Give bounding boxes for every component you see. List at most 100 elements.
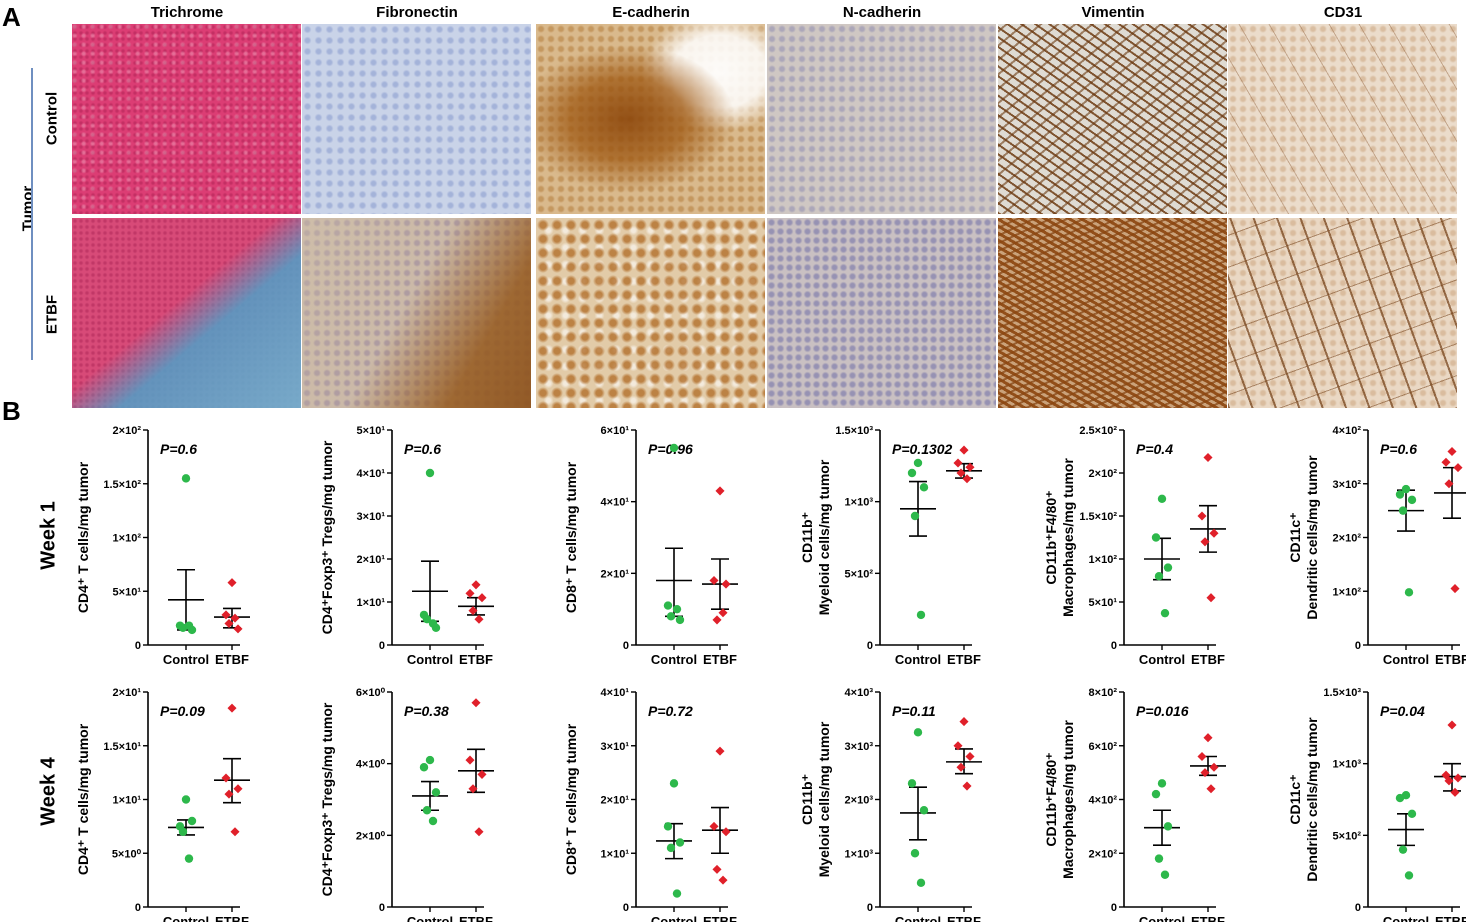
chart-1-2: 0 1×10¹ 2×10¹ 3×10¹ 4×10¹ 5×10¹ Control ETBF CD4… — [319, 425, 494, 667]
data-point-etbf — [471, 698, 481, 708]
data-point-etbf — [718, 875, 728, 885]
y-tick-label: 4×10¹ — [601, 497, 630, 509]
data-point-control — [675, 615, 685, 625]
data-point-etbf — [1197, 751, 1207, 762]
data-point-etbf — [1444, 479, 1454, 489]
data-point-etbf — [474, 614, 484, 624]
y-tick-label: 4×10⁰ — [356, 759, 386, 771]
y-tick-label: 1×10¹ — [601, 848, 630, 860]
histology-image-etbf-vimentin — [998, 218, 1227, 408]
chart-1-5: 0 5×10¹ 1×10² 1.5×10² 2×10² 2.5×10² Control ETB… — [1043, 425, 1226, 667]
data-point-etbf — [1200, 537, 1210, 547]
data-point-control — [1151, 533, 1161, 542]
chart-1-4: 0 5×10² 1×10³ 1.5×10³ Control ETBF CD11b⁺ Myelo… — [799, 425, 982, 667]
p-value-label: P=0.04 — [1380, 703, 1425, 719]
y-tick-label: 1×10² — [1089, 554, 1118, 566]
data-point-etbf — [221, 610, 231, 620]
data-point-etbf — [962, 781, 972, 791]
y-tick-label: 2×10⁰ — [356, 830, 386, 842]
chart-1-6: 0 1×10² 2×10² 3×10² 4×10² Control ETBF CD11c⁺ De… — [1287, 425, 1466, 667]
data-point-control — [1407, 809, 1417, 819]
x-tick-label: ETBF — [703, 652, 737, 667]
data-point-etbf — [233, 624, 243, 634]
panel-b-letter: B — [2, 396, 21, 426]
data-point-control — [428, 619, 438, 628]
group-divider — [31, 68, 33, 360]
y-tick-label: 6×10⁰ — [356, 687, 386, 699]
data-point-etbf — [1209, 762, 1219, 772]
data-point-etbf — [715, 486, 725, 496]
data-point-control — [907, 779, 917, 788]
data-point-etbf — [471, 580, 481, 590]
data-point-control — [907, 468, 917, 478]
x-tick-label: ETBF — [947, 652, 981, 667]
data-point-control — [663, 822, 673, 831]
x-tick-label: Control — [1139, 652, 1185, 667]
x-tick-label: ETBF — [459, 652, 493, 667]
x-tick-label: Control — [163, 652, 209, 667]
y-tick-label: 2×10¹ — [601, 795, 630, 807]
histology-image-etbf-n-cadherin — [767, 218, 996, 408]
chart-2-4: 0 1×10³ 2×10³ 3×10³ 4×10³ Control ETBF CD11b⁺ My… — [799, 687, 982, 922]
p-value-label: P=0.09 — [160, 703, 205, 719]
y-tick-label: 5×10¹ — [357, 425, 386, 437]
y-tick-label: 5×10² — [845, 568, 874, 580]
y-axis-label: Myeloid cells/mg tumor — [816, 721, 832, 877]
x-tick-label: Control — [1139, 914, 1185, 922]
x-tick-label: Control — [407, 914, 453, 922]
y-tick-label: 2×10³ — [845, 795, 874, 807]
p-value-label: P=0.6 — [160, 441, 197, 457]
data-point-control — [184, 854, 194, 863]
panel-a-letter: A — [2, 2, 21, 32]
data-point-etbf — [953, 458, 963, 468]
y-axis-label: CD8⁺ T cells/mg tumor — [563, 723, 579, 875]
y-axis-label: CD11b⁺F4/80⁺ — [1043, 752, 1059, 846]
y-tick-label: 4×10² — [1333, 425, 1362, 437]
data-point-etbf — [468, 606, 478, 616]
y-tick-label: 1.5×10² — [103, 479, 141, 491]
data-point-control — [1163, 563, 1173, 572]
data-point-control — [431, 788, 441, 797]
p-value-label: P=0.38 — [404, 703, 449, 719]
data-point-control — [666, 612, 676, 621]
data-point-control — [422, 615, 432, 624]
y-tick-label: 1.5×10¹ — [103, 741, 141, 753]
data-point-control — [919, 806, 929, 815]
stain-title-e-cadherin: E-cadherin — [612, 4, 690, 21]
y-tick-label: 2.5×10² — [1079, 425, 1117, 437]
y-tick-label: 4×10³ — [845, 687, 874, 699]
y-tick-label: 2×10¹ — [113, 687, 142, 699]
y-axis-label: CD11b⁺ — [799, 512, 815, 563]
histology-image-control-trichrome — [72, 24, 301, 214]
x-tick-label: Control — [1383, 914, 1429, 922]
data-point-etbf — [1444, 776, 1454, 786]
y-tick-label: 0 — [1111, 640, 1117, 652]
x-tick-label: Control — [407, 652, 453, 667]
y-tick-label: 5×10⁰ — [112, 848, 142, 860]
data-point-etbf — [1200, 768, 1210, 778]
data-point-control — [1157, 779, 1167, 788]
data-point-etbf — [465, 755, 475, 765]
x-tick-label: Control — [651, 914, 697, 922]
y-tick-label: 1×10¹ — [357, 597, 386, 609]
data-point-control — [181, 474, 191, 483]
y-tick-label: 2×10² — [1089, 848, 1118, 860]
data-point-etbf — [712, 864, 722, 874]
data-point-control — [178, 827, 188, 836]
data-point-etbf — [1197, 511, 1207, 521]
data-point-control — [425, 755, 435, 765]
y-axis-label: Dendritic cells/mg tumor — [1304, 717, 1320, 882]
data-point-control — [666, 843, 676, 853]
data-point-etbf — [1447, 720, 1457, 730]
y-tick-label: 1×10² — [113, 533, 142, 545]
data-point-control — [419, 763, 429, 772]
data-point-control — [1404, 871, 1414, 880]
data-point-etbf — [227, 703, 237, 713]
histology-image-control-cd31 — [1228, 24, 1457, 214]
x-tick-label: Control — [895, 914, 941, 922]
data-point-control — [910, 849, 920, 858]
y-axis-label: CD11b⁺ — [799, 774, 815, 825]
stain-title-cd31: CD31 — [1323, 4, 1363, 21]
data-point-etbf — [1203, 733, 1213, 743]
group-label-tumor: Tumor — [19, 185, 37, 232]
